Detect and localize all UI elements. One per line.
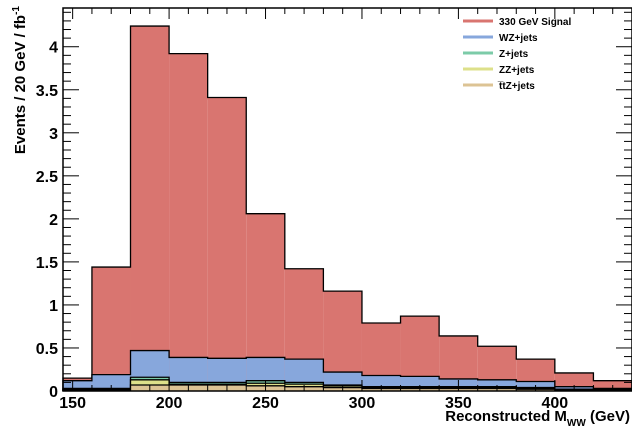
y-tick-label: 0.5 [36, 341, 58, 358]
plot-frame [62, 7, 632, 392]
bar-330-gev-signal-2 [130, 26, 170, 391]
bar-wz-jets-1 [91, 374, 131, 391]
legend-label-zz-jets: ZZ+jets [499, 65, 535, 76]
y-axis-title-main: Events / 20 GeV / fb [12, 15, 29, 154]
legend-label-z-jets: Z+jets [499, 49, 529, 60]
legend-label-t-tz-jets: t̅tZ+jets [498, 80, 536, 92]
y-axis-title: Events / 20 GeV / fb-1 [11, 6, 29, 155]
x-tick-label: 400 [541, 395, 568, 412]
bar-wz-jets-0 [63, 380, 92, 391]
y-tick-label: 1.5 [36, 255, 58, 272]
legend: 330 GeV Signal WZ+jets Z+jets ZZ+jets t̅tZ+j… [463, 17, 571, 92]
y-tick-label: 2 [49, 212, 58, 229]
x-tick-label: 350 [445, 395, 472, 412]
legend-label-wz-jets: WZ+jets [499, 33, 538, 44]
y-axis-title-sup: -1 [11, 6, 22, 15]
x-axis-title-sub: WW [567, 418, 586, 429]
x-axis-title-main: Reconstructed M [445, 408, 567, 425]
y-tick-label: 0 [49, 384, 58, 401]
bar-330-gev-signal-3 [169, 53, 208, 392]
y-tick-label: 1 [49, 298, 58, 315]
bars-layer [62, 25, 632, 392]
legend-label-330-gev-signal: 330 GeV Signal [499, 17, 571, 28]
bar-330-gev-signal-4 [207, 97, 247, 392]
y-tick-label: 3 [49, 126, 58, 143]
y-tick-label: 4 [49, 40, 58, 57]
x-axis-title-unit: (GeV) [586, 408, 630, 425]
outline-wz-jets [62, 349, 632, 391]
x-tick-label: 250 [252, 395, 279, 412]
x-tick-label: 300 [349, 395, 376, 412]
axes-layer [62, 7, 632, 392]
x-tick-label: 200 [156, 395, 183, 412]
y-tick-label: 3.5 [36, 83, 58, 100]
bar-330-gev-signal-1 [91, 267, 131, 391]
x-tick-label: 150 [59, 395, 86, 412]
x-axis-title: Reconstructed MWW (GeV) [445, 408, 630, 429]
y-tick-label: 2.5 [36, 169, 58, 186]
ticks-layer: 150 200 250 300 350 400 0 0.5 1 1.5 2 2.5 3 3.5 4 [36, 8, 632, 412]
outline-330-gev-signal [62, 25, 632, 391]
